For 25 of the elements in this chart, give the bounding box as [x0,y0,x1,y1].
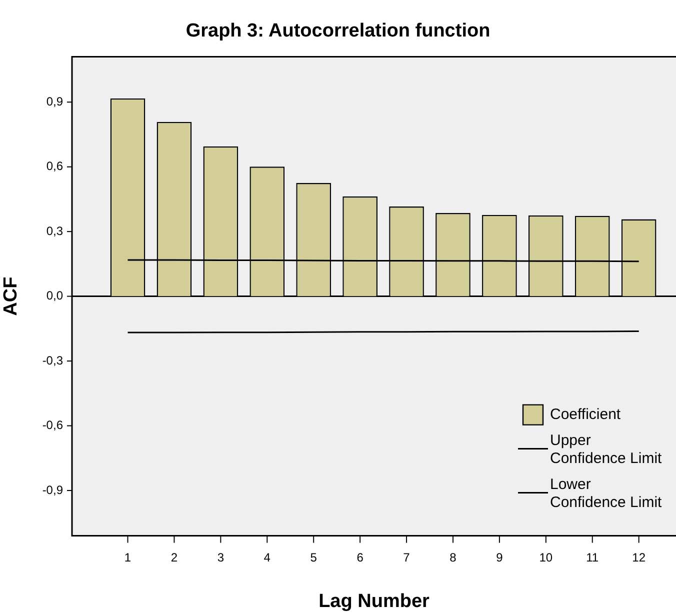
y-tick-label: 0,0 [46,288,64,303]
x-tick-label: 11 [586,550,599,564]
legend-label: Lower Confidence Limit [550,476,663,511]
x-tick-label: 10 [539,550,553,564]
y-tick-label: -0,9 [42,482,64,497]
y-tick-label: -0,6 [42,418,64,432]
legend-label: Coefficient [550,406,622,423]
y-tick-label: 0,3 [46,224,64,238]
legend-label: Upper Confidence Limit [550,432,663,467]
x-tick-label: 7 [403,550,410,564]
x-tick-label: 3 [217,550,224,564]
chart-title: Graph 3: Autocorrelation function [186,20,490,42]
y-tick-label: -0,3 [42,353,64,368]
x-tick-label: 6 [356,550,364,564]
x-tick-label: 9 [496,550,504,564]
x-axis-title: Lag Number [318,590,430,612]
x-tick-label: 12 [632,550,646,564]
y-axis-title: ACF [0,276,22,316]
x-tick-label: 1 [124,550,132,564]
x-tick-label: 8 [450,550,457,564]
x-tick-label: 4 [264,550,271,564]
y-tick-label: 0,9 [46,94,64,108]
x-tick-label: 5 [310,550,318,564]
x-tick-label: 2 [170,550,178,564]
y-tick-label: 0,6 [46,159,64,174]
